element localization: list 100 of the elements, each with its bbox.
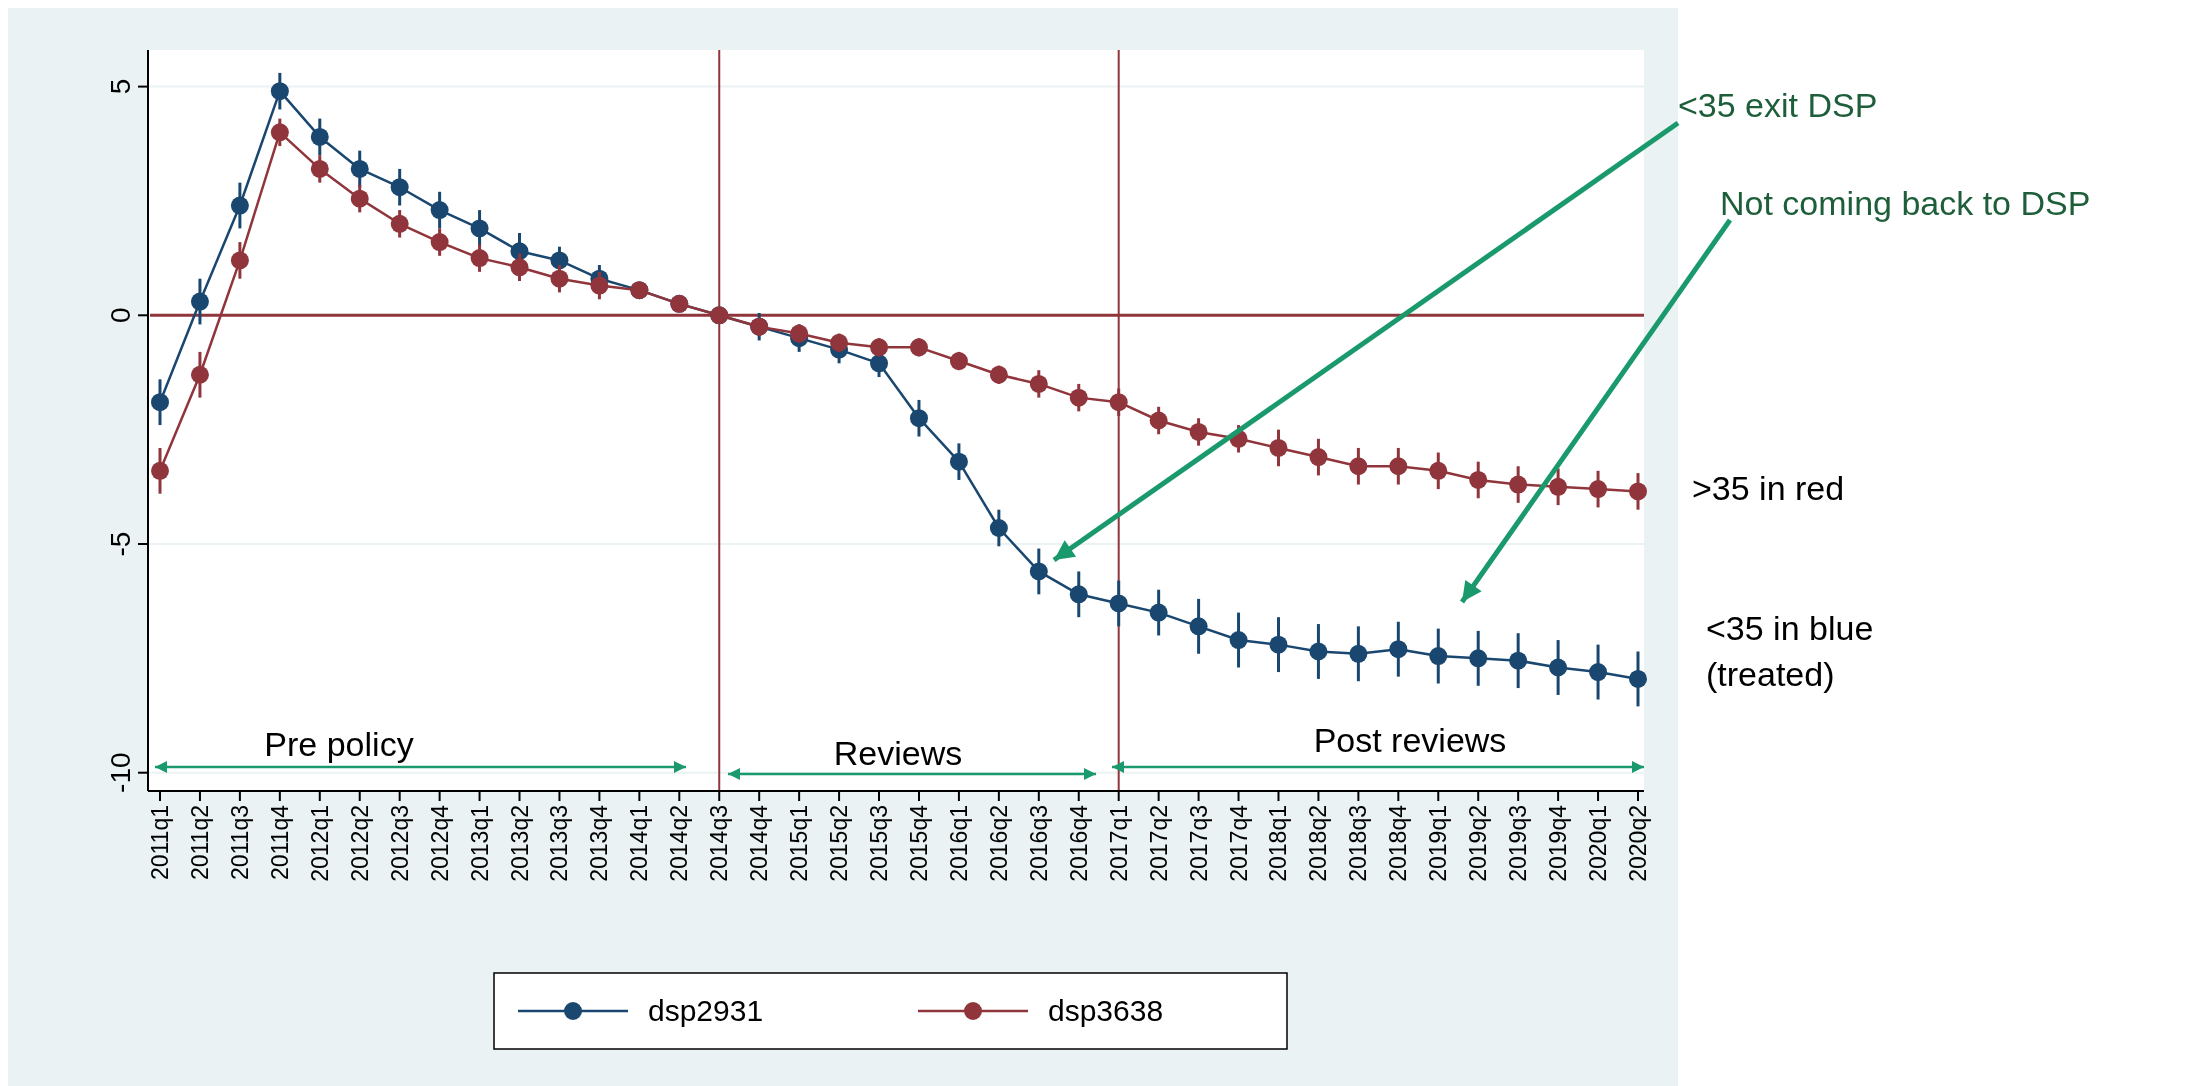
annotation: Reviews <box>833 734 963 772</box>
point <box>1389 640 1408 659</box>
point <box>1109 393 1128 412</box>
point <box>1029 374 1048 393</box>
point <box>909 409 928 428</box>
x-tick-label: 2017q3 <box>1185 805 1212 882</box>
x-tick-label: 2016q4 <box>1065 804 1092 882</box>
point <box>1349 644 1368 663</box>
annotation: Pre policy <box>264 725 414 763</box>
point <box>1109 594 1128 613</box>
point <box>190 365 209 384</box>
x-tick-label: 2016q1 <box>945 805 972 882</box>
point <box>151 461 169 480</box>
y-tick-label: 5 <box>105 78 136 95</box>
x-tick-label: 2013q1 <box>466 805 493 882</box>
point <box>350 189 369 208</box>
x-tick-label: 2019q3 <box>1505 805 1532 882</box>
x-tick-label: 2019q1 <box>1425 805 1452 882</box>
point <box>1309 642 1328 661</box>
point <box>870 338 889 357</box>
point <box>230 251 249 270</box>
x-tick-label: 2018q4 <box>1385 804 1412 882</box>
x-tick-label: 2014q4 <box>746 804 773 882</box>
point <box>430 233 449 252</box>
point <box>790 324 809 343</box>
point <box>1589 480 1608 499</box>
x-tick-label: 2015q3 <box>866 805 893 882</box>
x-tick-label: 2011q3 <box>226 805 253 881</box>
x-tick-label: 2014q2 <box>666 805 693 882</box>
point <box>190 292 209 311</box>
x-tick-label: 2020q2 <box>1625 805 1651 882</box>
x-tick-label: 2013q3 <box>546 805 573 882</box>
point <box>230 196 249 215</box>
text: <35 in blue (treated) <box>1706 609 1874 693</box>
text: Not coming back to DSP <box>1720 184 2091 222</box>
point <box>310 127 329 146</box>
point <box>909 338 928 357</box>
point <box>151 393 169 412</box>
point <box>949 352 968 371</box>
point <box>830 333 849 352</box>
x-tick-label: 2016q2 <box>985 805 1012 882</box>
x-tick-label: 2012q4 <box>426 804 453 882</box>
point <box>1549 477 1568 496</box>
point <box>1189 617 1208 636</box>
x-tick-label: 2012q1 <box>306 805 333 882</box>
point <box>1269 635 1288 654</box>
x-tick-label: 2013q4 <box>586 804 613 882</box>
point <box>270 123 289 142</box>
point <box>1589 663 1608 682</box>
y-tick-label: -5 <box>105 531 136 557</box>
point <box>1469 649 1488 668</box>
point <box>1629 669 1647 688</box>
x-tick-label: 2014q1 <box>626 805 653 882</box>
point <box>390 178 409 197</box>
x-tick-label: 2015q2 <box>826 805 853 882</box>
point <box>1349 457 1368 476</box>
point <box>1509 651 1528 670</box>
point <box>390 214 409 233</box>
x-tick-label: 2018q2 <box>1305 805 1332 882</box>
point <box>1429 461 1448 480</box>
x-tick-label: 2018q1 <box>1265 805 1292 882</box>
point <box>310 159 329 178</box>
x-tick-label: 2019q2 <box>1465 805 1492 882</box>
x-tick-label: 2012q2 <box>346 805 373 882</box>
legend-label: dsp3638 <box>1048 994 1164 1027</box>
point <box>1389 457 1408 476</box>
x-tick-label: 2018q3 <box>1345 805 1372 882</box>
legend-label: dsp2931 <box>648 994 764 1027</box>
x-tick-label: 2011q1 <box>147 805 173 881</box>
text: >35 in red <box>1692 469 1845 507</box>
point <box>1629 482 1647 501</box>
x-tick-label: 2020q1 <box>1585 805 1612 882</box>
x-tick-label: 2015q4 <box>905 804 932 882</box>
point <box>470 249 489 268</box>
y-tick-label: 0 <box>105 307 136 324</box>
point <box>1069 585 1088 604</box>
point <box>1189 422 1208 441</box>
point <box>550 251 569 270</box>
x-tick-label: 2013q2 <box>506 805 533 882</box>
point <box>949 452 968 471</box>
point <box>1029 562 1048 581</box>
point <box>550 269 569 288</box>
point <box>470 219 489 238</box>
x-tick-label: 2012q3 <box>386 805 413 882</box>
x-tick-label: 2017q4 <box>1225 804 1252 882</box>
y-tick-label: -10 <box>105 752 136 793</box>
point <box>1149 603 1168 622</box>
point <box>1429 647 1448 666</box>
point <box>430 201 449 220</box>
point <box>1229 631 1248 650</box>
x-tick-label: 2019q4 <box>1545 804 1572 882</box>
x-tick-label: 2014q3 <box>706 805 733 882</box>
annotation: Post reviews <box>1313 721 1507 759</box>
point <box>510 258 529 277</box>
point <box>1269 438 1288 457</box>
x-tick-label: 2015q1 <box>786 805 813 882</box>
text: <35 exit DSP <box>1678 86 1878 124</box>
x-tick-label: 2011q2 <box>186 805 213 881</box>
point <box>1509 475 1528 494</box>
x-tick-label: 2011q4 <box>266 804 293 881</box>
